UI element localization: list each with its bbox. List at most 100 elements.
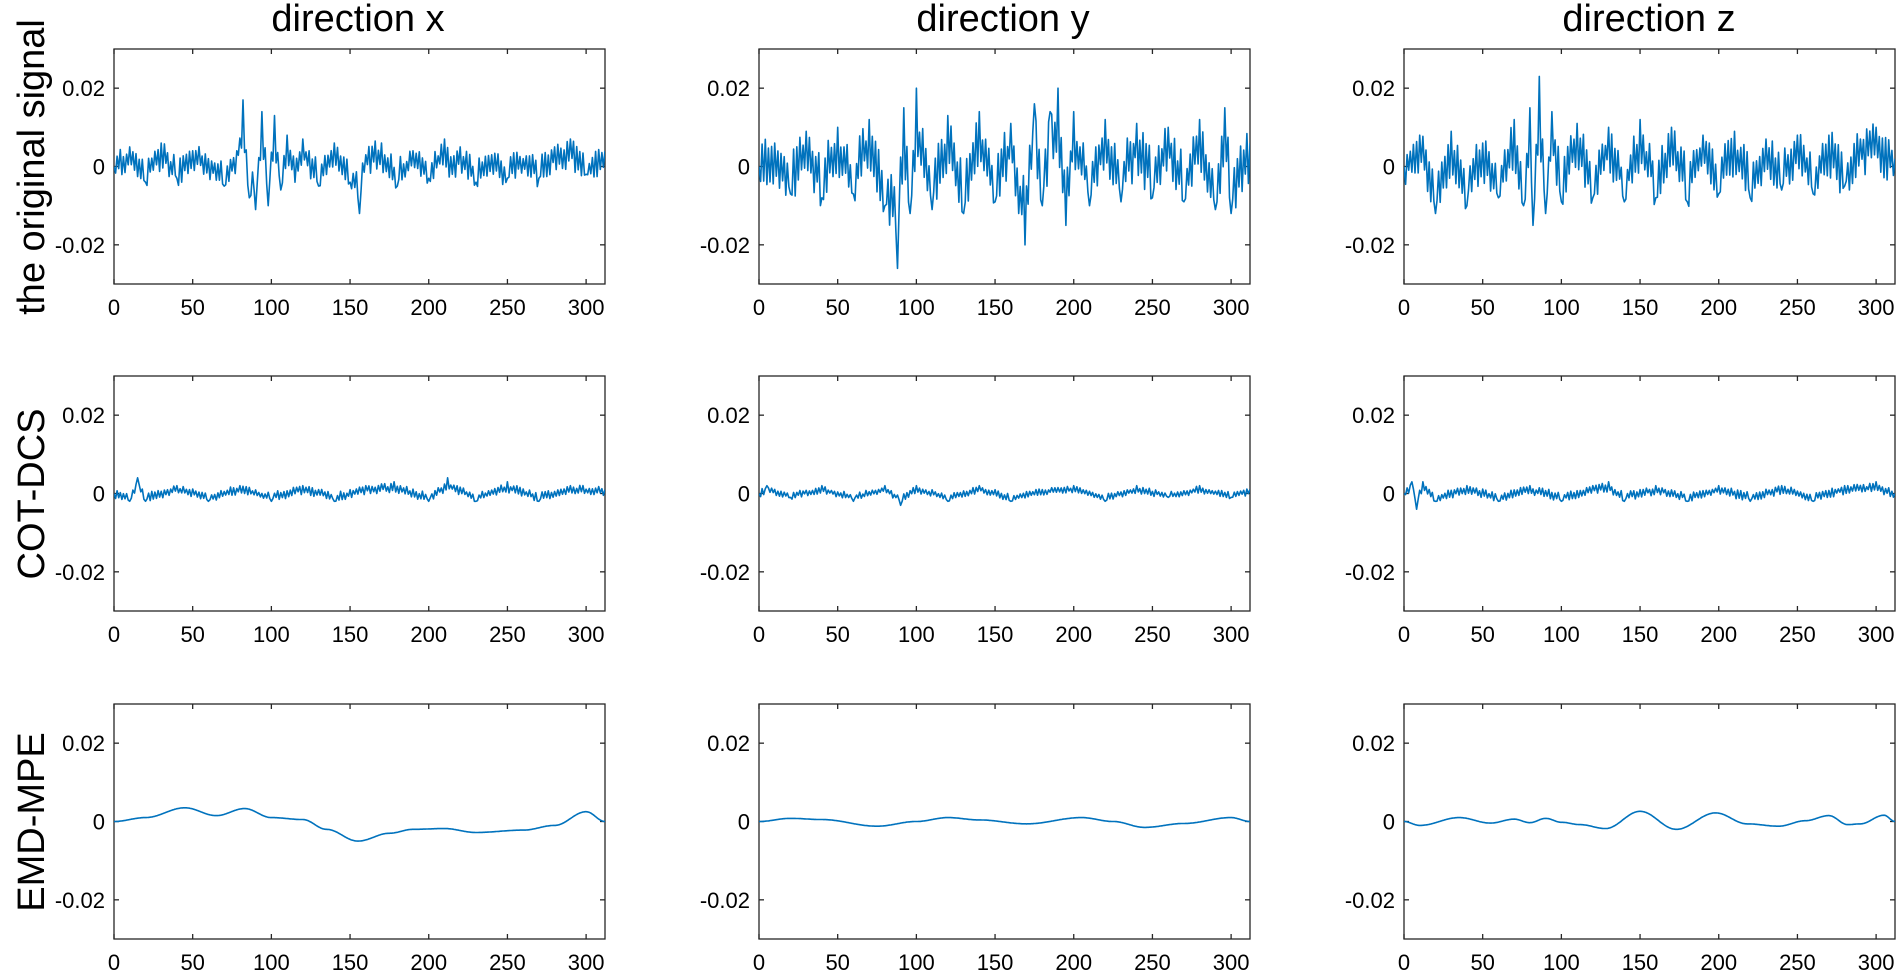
subplot-grid: 0 50 100 150 200 250 300 -0.02 0 0.02 0 50 100 150 200…: [55, 48, 1896, 975]
column-title-direction-y: direction y: [916, 0, 1089, 40]
subplot-r1-c2-xtick-label: 300: [1213, 295, 1250, 320]
subplot-r1-c2-ytick-label: -0.02: [700, 233, 750, 258]
subplot-r1-c3-xtick-label: 50: [1470, 295, 1494, 320]
subplot-r2-c1-xtick-label: 0: [108, 622, 120, 647]
subplot-r1-c2-xtick-label: 150: [977, 295, 1014, 320]
subplot-r3-c3-xtick-label: 0: [1398, 950, 1410, 975]
subplot-r3-c2-xtick-label: 250: [1134, 950, 1171, 975]
subplot-r3-c1-xtick-label: 200: [410, 950, 447, 975]
subplot-r3-c1-xtick-label: 150: [332, 950, 369, 975]
subplot-r3-c3-ytick-label: -0.02: [1345, 888, 1395, 913]
subplot-r2-c3-ytick-label: 0.02: [1352, 403, 1395, 428]
column-title-direction-x: direction x: [271, 0, 444, 40]
subplot-r2-c2-xtick-label: 0: [753, 622, 765, 647]
subplot-r1-c2-ytick-label: 0: [738, 155, 750, 180]
subplot-r1-c3-ytick-label: -0.02: [1345, 233, 1395, 258]
subplot-r2-c2-xtick-label: 200: [1055, 622, 1092, 647]
subplot-r1-c3-xtick-label: 200: [1700, 295, 1737, 320]
subplot-r2-c3-xtick-label: 0: [1398, 622, 1410, 647]
subplot-r2-c1: 0 50 100 150 200 250 300 -0.02 0 0.02: [55, 375, 606, 647]
subplot-r3-c3-xtick-label: 150: [1622, 950, 1659, 975]
row-label-emd-mpe: EMD-MPE: [11, 732, 53, 911]
subplot-r1-c1-xtick-label: 50: [180, 295, 204, 320]
subplot-r2-c2-xtick-label: 150: [977, 622, 1014, 647]
subplot-r1-c2-ytick-label: 0.02: [707, 76, 750, 101]
subplot-r2-c3-xtick-label: 150: [1622, 622, 1659, 647]
subplot-r2-c2-xtick-label: 100: [898, 622, 935, 647]
subplot-r1-c3-xtick-label: 250: [1779, 295, 1816, 320]
subplot-r3-c3-ytick-label: 0: [1383, 810, 1395, 835]
subplot-r2-c1-xtick-label: 50: [180, 622, 204, 647]
subplot-r2-c1-ytick-label: 0: [93, 482, 105, 507]
subplot-r1-c1-xtick-label: 300: [568, 295, 605, 320]
subplot-r3-c1-series-line: [114, 807, 605, 842]
subplot-r1-c2-xtick-label: 250: [1134, 295, 1171, 320]
subplot-r2-c2-xtick-label: 250: [1134, 622, 1171, 647]
subplot-r3-c3-xtick-label: 200: [1700, 950, 1737, 975]
subplot-r2-c2-ytick-label: -0.02: [700, 560, 750, 585]
subplot-r1-c1-ytick-label: 0.02: [62, 76, 105, 101]
subplot-r2-c3-xtick-label: 100: [1543, 622, 1580, 647]
subplot-r2-c2-xtick-label: 50: [825, 622, 849, 647]
subplot-r1-c2-xtick-label: 200: [1055, 295, 1092, 320]
subplot-r1-c1-ytick-label: 0: [93, 155, 105, 180]
row-label-original-signal: the original signal: [11, 19, 53, 315]
subplot-r3-c1-ytick-label: -0.02: [55, 888, 105, 913]
subplot-r3-c3-xtick-label: 50: [1470, 950, 1494, 975]
subplot-r3-c2-xtick-label: 150: [977, 950, 1014, 975]
subplot-r1-c1-series-line: [114, 99, 605, 215]
subplot-r3-c2-xtick-label: 200: [1055, 950, 1092, 975]
subplot-r2-c3-series-line: [1404, 481, 1895, 510]
subplot-r3-c3-xtick-label: 250: [1779, 950, 1816, 975]
subplot-r2-c3-xtick-label: 250: [1779, 622, 1816, 647]
subplot-r3-c2-xtick-label: 50: [825, 950, 849, 975]
subplot-r3-c1-ytick-label: 0.02: [62, 731, 105, 756]
subplot-r1-c3-ytick-label: 0.02: [1352, 76, 1395, 101]
subplot-r2-c2-series-line: [759, 484, 1250, 507]
subplot-r2-c1-xtick-label: 250: [489, 622, 526, 647]
subplot-r2-c1-xtick-label: 300: [568, 622, 605, 647]
subplot-r1-c2-xtick-label: 100: [898, 295, 935, 320]
subplot-r3-c1-axes: [113, 703, 606, 940]
subplot-r1-c1-xtick-label: 250: [489, 295, 526, 320]
subplot-r3-c1-xtick-label: 100: [253, 950, 290, 975]
subplot-r2-c2-ytick-label: 0: [738, 482, 750, 507]
subplot-r1-c1-axes: [113, 48, 606, 285]
subplot-r3-c1-ytick-label: 0: [93, 810, 105, 835]
subplot-r2-c3-xtick-label: 300: [1858, 622, 1895, 647]
subplot-r3-c2-xtick-label: 100: [898, 950, 935, 975]
subplot-r3-c1-xtick-label: 0: [108, 950, 120, 975]
subplot-r3-c3: 0 50 100 150 200 250 300 -0.02 0 0.02: [1345, 703, 1896, 975]
subplot-r3-c1-xtick-label: 250: [489, 950, 526, 975]
subplot-r2-c1-ytick-label: -0.02: [55, 560, 105, 585]
subplot-r2-c2-ytick-label: 0.02: [707, 403, 750, 428]
subplot-r1-c1-xtick-label: 100: [253, 295, 290, 320]
subplot-r1-c3-xtick-label: 150: [1622, 295, 1659, 320]
subplot-r3-c2-ytick-label: 0: [738, 810, 750, 835]
subplot-r1-c1-xtick-label: 200: [410, 295, 447, 320]
subplot-r3-c2-ytick-label: -0.02: [700, 888, 750, 913]
subplot-r3-c3-axes: [1403, 703, 1896, 940]
subplot-r2-c1-xtick-label: 150: [332, 622, 369, 647]
subplot-r3-c2-series-line: [759, 816, 1250, 829]
subplot-r2-c3-xtick-label: 200: [1700, 622, 1737, 647]
subplot-r1-c3-xtick-label: 100: [1543, 295, 1580, 320]
subplot-r1-c1-xtick-label: 0: [108, 295, 120, 320]
subplot-r1-c1-ytick-label: -0.02: [55, 233, 105, 258]
subplot-r3-c3-series-line: [1404, 810, 1895, 831]
subplot-r3-c3-ytick-label: 0.02: [1352, 731, 1395, 756]
column-title-direction-z: direction z: [1562, 0, 1735, 40]
subplot-r1-c2-series-line: [759, 87, 1250, 270]
subplot-r2-c2: 0 50 100 150 200 250 300 -0.02 0 0.02: [700, 375, 1251, 647]
subplot-r1-c3-series-line: [1404, 75, 1895, 227]
subplot-r1-c3-axes: [1403, 48, 1896, 285]
subplot-r2-c1-series-line: [114, 477, 605, 503]
subplot-r1-c1: 0 50 100 150 200 250 300 -0.02 0 0.02: [55, 48, 606, 320]
subplot-r1-c2-xtick-label: 50: [825, 295, 849, 320]
subplot-r3-c2: 0 50 100 150 200 250 300 -0.02 0 0.02: [700, 703, 1251, 975]
subplot-r2-c3-ytick-label: 0: [1383, 482, 1395, 507]
subplot-r3-c2-xtick-label: 300: [1213, 950, 1250, 975]
subplot-r1-c3-xtick-label: 0: [1398, 295, 1410, 320]
subplot-r2-c3-ytick-label: -0.02: [1345, 560, 1395, 585]
